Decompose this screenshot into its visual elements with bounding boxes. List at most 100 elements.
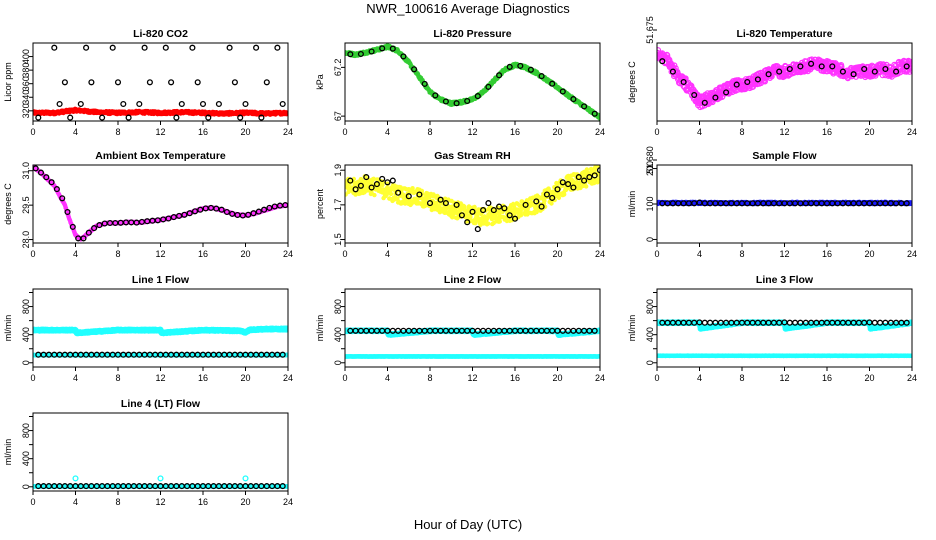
data-point bbox=[199, 100, 207, 108]
plot-area bbox=[345, 165, 600, 233]
data-point bbox=[363, 174, 370, 181]
x-tick-label: 8 bbox=[427, 127, 432, 137]
data-point bbox=[508, 206, 513, 212]
y-tick-label: 380 bbox=[21, 63, 31, 78]
y-axis-label: percent bbox=[315, 188, 325, 219]
x-tick-label: 24 bbox=[907, 249, 917, 259]
data-point bbox=[395, 189, 402, 196]
data-point bbox=[250, 210, 257, 217]
y-tick-label: 400 bbox=[21, 327, 31, 342]
data-point bbox=[839, 68, 846, 75]
x-tick-label: 16 bbox=[198, 249, 208, 259]
data-point bbox=[83, 44, 90, 51]
data-point bbox=[213, 205, 220, 212]
x-tick-label: 0 bbox=[342, 127, 347, 137]
y-tick-label: 29.5 bbox=[21, 196, 31, 214]
data-point bbox=[136, 100, 143, 108]
data-point bbox=[379, 175, 386, 182]
data-point bbox=[53, 186, 60, 193]
data-point bbox=[64, 208, 71, 216]
data-point bbox=[524, 198, 530, 203]
panel-title: Sample Flow bbox=[752, 150, 817, 162]
x-tick-label: 24 bbox=[595, 249, 605, 259]
data-point bbox=[549, 194, 556, 201]
data-point bbox=[474, 93, 481, 100]
data-point bbox=[468, 214, 473, 220]
plot-area bbox=[33, 165, 288, 242]
data-point bbox=[586, 174, 593, 181]
data-point bbox=[189, 44, 196, 51]
data-point bbox=[410, 186, 415, 191]
data-point bbox=[197, 206, 204, 213]
data-point bbox=[570, 96, 577, 103]
data-point bbox=[659, 58, 666, 65]
x-tick-label: 20 bbox=[240, 127, 250, 137]
plot-frame bbox=[32, 164, 289, 244]
data-point bbox=[51, 44, 58, 51]
data-point bbox=[453, 201, 460, 208]
data-point bbox=[808, 60, 815, 67]
data-point bbox=[56, 100, 63, 108]
data-point bbox=[595, 180, 600, 185]
data-point bbox=[99, 114, 106, 121]
x-tick-label: 0 bbox=[342, 249, 347, 259]
x-tick-label: 20 bbox=[240, 249, 250, 259]
data-point bbox=[522, 201, 529, 208]
data-point bbox=[274, 44, 281, 51]
y-tick-label: 800 bbox=[21, 299, 31, 314]
x-tick-label: 4 bbox=[73, 373, 78, 383]
data-point bbox=[701, 99, 708, 106]
data-point bbox=[552, 197, 557, 203]
data-point bbox=[229, 210, 236, 217]
data-point bbox=[906, 58, 912, 65]
x-tick-label: 4 bbox=[73, 249, 78, 259]
data-point bbox=[88, 79, 95, 86]
data-point bbox=[464, 219, 471, 226]
y-axis-label: ml/min bbox=[627, 191, 637, 218]
data-point bbox=[176, 212, 183, 219]
series-CO2-2-min-avg bbox=[33, 106, 288, 117]
data-point bbox=[384, 179, 391, 186]
y-axis-label: Licor ppm bbox=[3, 62, 13, 102]
data-point bbox=[173, 114, 180, 121]
panel-title: Ambient Box Temperature bbox=[95, 150, 226, 162]
data-point bbox=[591, 172, 598, 179]
data-point bbox=[565, 181, 572, 188]
x-tick-label: 4 bbox=[697, 127, 702, 137]
data-point bbox=[776, 68, 783, 75]
data-point bbox=[909, 200, 912, 205]
data-point bbox=[733, 81, 740, 88]
plot-frame bbox=[32, 42, 289, 122]
x-tick-label: 8 bbox=[115, 249, 120, 259]
data-point bbox=[218, 206, 225, 213]
data-point bbox=[466, 204, 472, 209]
x-tick-label: 8 bbox=[739, 249, 744, 259]
data-point bbox=[501, 205, 508, 212]
x-tick-label: 0 bbox=[30, 373, 35, 383]
data-point bbox=[442, 98, 449, 105]
y-tick-label: 1.5 bbox=[333, 233, 343, 246]
data-point bbox=[480, 207, 487, 214]
data-point bbox=[534, 209, 539, 215]
y-tick-label: 67.2 bbox=[333, 59, 343, 77]
data-point bbox=[496, 203, 503, 210]
data-point bbox=[245, 211, 252, 218]
data-point bbox=[669, 68, 676, 75]
plot-area bbox=[657, 199, 912, 207]
series-RH-hourly bbox=[347, 167, 600, 233]
x-tick-label: 4 bbox=[385, 249, 390, 259]
data-point bbox=[581, 103, 588, 110]
data-point bbox=[542, 198, 547, 203]
data-point bbox=[861, 65, 868, 73]
data-point bbox=[77, 100, 84, 108]
panel-title: Li-820 Pressure bbox=[433, 28, 511, 40]
data-point bbox=[765, 71, 772, 78]
data-point bbox=[120, 100, 127, 108]
series-temp-hourly bbox=[659, 58, 910, 106]
data-point bbox=[215, 100, 222, 108]
x-tick-label: 24 bbox=[595, 127, 605, 137]
plot-area bbox=[345, 43, 600, 121]
